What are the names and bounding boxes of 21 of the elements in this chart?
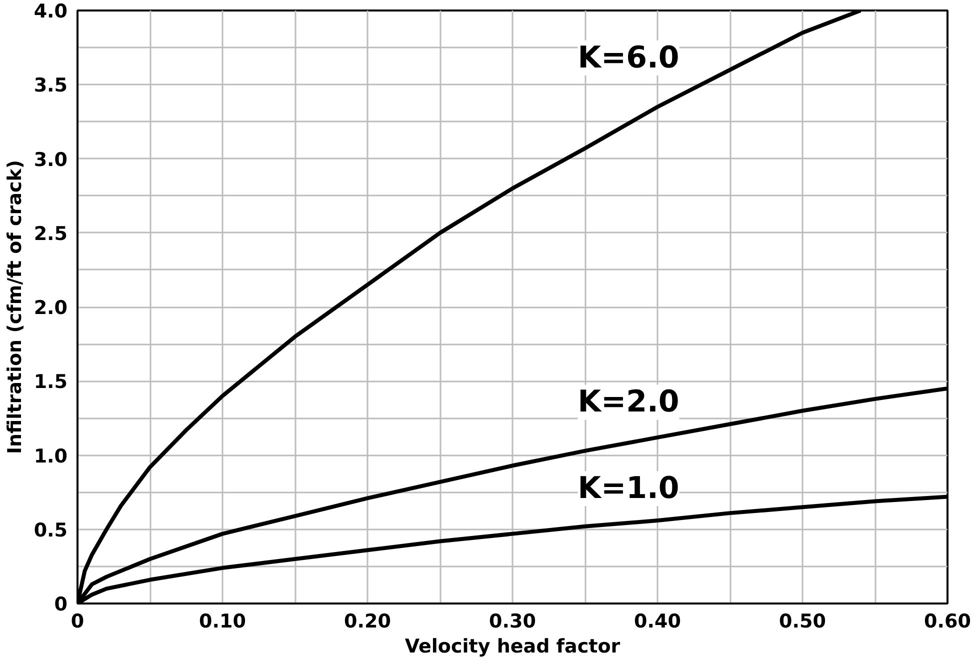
y-tick-label: 3.0 xyxy=(34,148,68,171)
series-label: K=6.0 xyxy=(578,40,680,76)
x-tick-label: 0.10 xyxy=(199,610,246,632)
y-tick-label: 3.5 xyxy=(34,74,68,97)
y-tick-label: 1.0 xyxy=(34,445,68,468)
x-tick-label: 0.50 xyxy=(779,610,826,632)
x-tick-label: 0.20 xyxy=(344,610,391,632)
x-tick-label: 0 xyxy=(70,610,84,632)
y-tick-label: 2.5 xyxy=(34,222,68,245)
y-tick-label: 0.5 xyxy=(34,519,68,542)
series-label: K=1.0 xyxy=(578,471,680,506)
x-tick-label: 0.60 xyxy=(924,610,971,632)
series-label: K=2.0 xyxy=(578,384,680,420)
y-tick-label: 4.0 xyxy=(34,0,68,22)
x-tick-label: 0.30 xyxy=(489,610,536,632)
y-tick-label: 2.0 xyxy=(34,297,68,319)
x-tick-label: 0.40 xyxy=(634,610,681,632)
y-tick-label: 0 xyxy=(54,594,68,616)
y-axis-title: Infiltration (cfm/ft of crack) xyxy=(4,160,26,454)
x-axis-title: Velocity head factor xyxy=(404,636,621,658)
y-tick-label: 1.5 xyxy=(34,371,68,394)
